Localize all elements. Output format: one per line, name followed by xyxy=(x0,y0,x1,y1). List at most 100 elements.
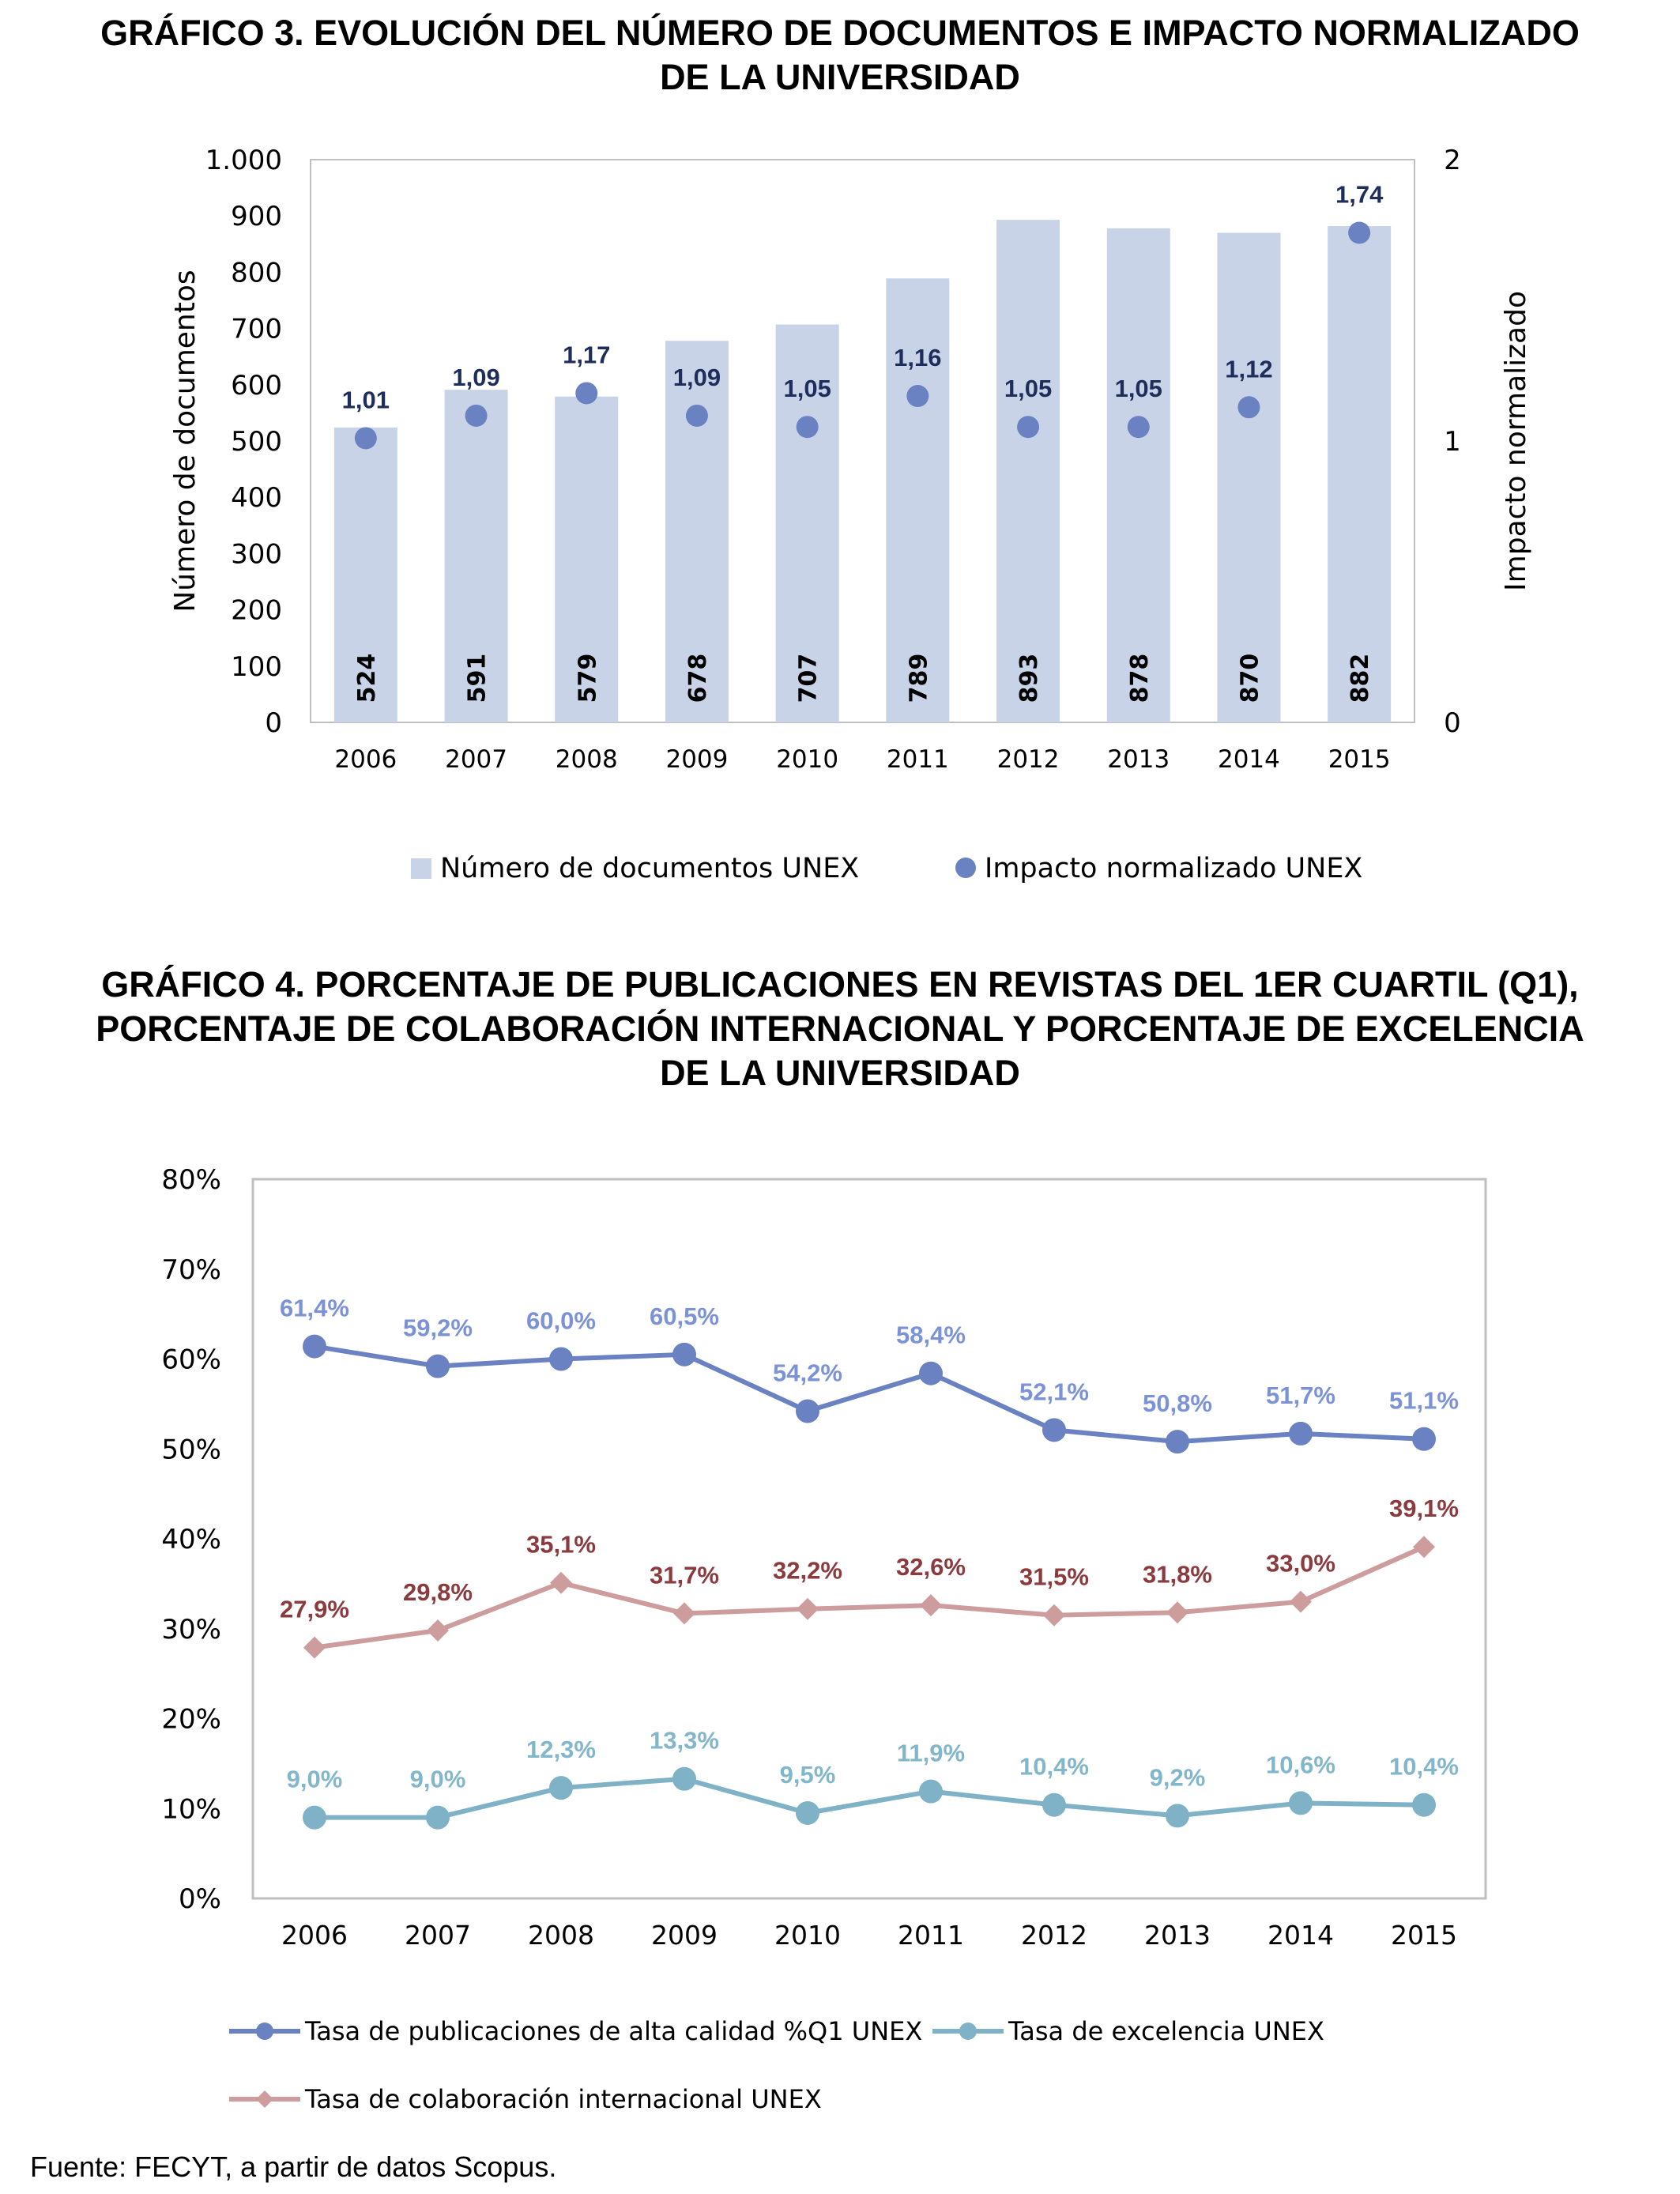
chart4-point-0 xyxy=(1412,1427,1436,1451)
chart4-y-tick-label: 80% xyxy=(161,1164,221,1196)
chart3-x-tick-label: 2015 xyxy=(1328,745,1391,774)
chart4-value-label-0: 60,5% xyxy=(650,1302,719,1330)
chart3-title-line2: DE LA UNIVERSIDAD xyxy=(660,57,1020,97)
chart3-x-tick-label: 2011 xyxy=(887,745,949,774)
chart3-impact-point xyxy=(1237,396,1260,419)
chart3-impact-value-label: 1,09 xyxy=(673,364,721,391)
chart3-y-tick-label: 400 xyxy=(231,482,282,514)
chart3-y-tick-label: 0 xyxy=(265,707,282,739)
chart3-impact-point xyxy=(354,427,377,450)
chart3-x-tick-label: 2009 xyxy=(665,745,728,774)
chart3-plot-frame xyxy=(310,159,1415,723)
chart3-bar xyxy=(333,427,397,722)
chart3-impact-value-label: 1,05 xyxy=(1004,375,1052,402)
chart4-plot-frame xyxy=(251,1178,1487,1900)
chart3-x-tick-label: 2010 xyxy=(776,745,838,774)
chart3-y-tick-label: 100 xyxy=(231,651,282,683)
chart3-impact-value-label: 1,74 xyxy=(1335,181,1384,209)
chart4-y-tick-label: 50% xyxy=(161,1434,221,1465)
chart3-y2-axis-label: Impacto normalizado xyxy=(1500,291,1532,591)
chart4-point-2 xyxy=(1413,1536,1435,1559)
chart3-x-tick-label: 2008 xyxy=(556,745,618,774)
chart4-x-tick-label: 2008 xyxy=(528,1920,594,1951)
chart4-value-label-2: 33,0% xyxy=(1266,1550,1335,1578)
chart4-legend-label: Tasa de excelencia UNEX xyxy=(1008,2016,1324,2046)
chart4-value-label-0: 52,1% xyxy=(1019,1378,1089,1405)
chart3-bar xyxy=(775,324,839,722)
chart4-title-line1: GRÁFICO 4. PORCENTAJE DE PUBLICACIONES E… xyxy=(101,964,1579,1005)
chart4-y-tick-label: 10% xyxy=(161,1793,221,1825)
chart4-y-tick-label: 70% xyxy=(161,1254,221,1286)
chart4-x-tick-label: 2007 xyxy=(405,1920,471,1951)
chart4-value-label-2: 31,5% xyxy=(1019,1563,1089,1591)
chart4-point-0 xyxy=(303,1334,326,1359)
chart3-bar-value-label: 789 xyxy=(905,654,932,703)
chart4-series-line-2 xyxy=(314,1544,1426,1650)
chart4-legend-marker xyxy=(959,2022,977,2040)
chart4-value-label-2: 39,1% xyxy=(1389,1495,1459,1522)
chart4-x-tick-label: 2014 xyxy=(1268,1920,1334,1951)
source-note: Fuente: FECYT, a partir de datos Scopus. xyxy=(30,2151,557,2183)
chart3-y-tick-label: 700 xyxy=(231,314,282,345)
chart4-legend-marker xyxy=(256,2022,273,2040)
chart4-point-2 xyxy=(673,1602,695,1625)
chart3-impact-value-label: 1,05 xyxy=(783,375,831,402)
chart4-series-line-1 xyxy=(315,1776,1425,1820)
chart4-x-tick-label: 2011 xyxy=(898,1920,964,1951)
chart4-y-tick-label: 60% xyxy=(161,1344,221,1376)
chart4-point-2 xyxy=(920,1594,942,1617)
chart4-point-2 xyxy=(303,1636,326,1659)
chart4-point-2 xyxy=(427,1619,449,1642)
chart4-value-label-2: 31,8% xyxy=(1143,1560,1212,1588)
chart4-x-tick-label: 2013 xyxy=(1144,1920,1211,1951)
chart4-x-tick-label: 2015 xyxy=(1391,1920,1457,1951)
chart3-y-tick-label: 200 xyxy=(231,595,282,627)
chart4-y-tick-label: 30% xyxy=(161,1614,221,1646)
chart4-plot: 0% 10% 20% 30% 40% 50% 60% 70% 80% 2006 2007 2008 20… xyxy=(161,1164,1487,2114)
chart4-point-1 xyxy=(303,1805,326,1830)
chart4-value-label-0: 59,2% xyxy=(403,1314,473,1342)
chart4-y-tick-label: 40% xyxy=(161,1524,221,1555)
chart4-point-2 xyxy=(1166,1601,1188,1624)
chart4-title-line3: DE LA UNIVERSIDAD xyxy=(660,1053,1020,1093)
chart3-x-tick-label: 2013 xyxy=(1107,745,1170,774)
chart4-value-label-0: 51,1% xyxy=(1389,1387,1459,1415)
chart3-title-line1: GRÁFICO 3. EVOLUCIÓN DEL NÚMERO DE DOCUM… xyxy=(100,13,1580,53)
chart3-impact-point xyxy=(465,404,488,427)
chart4-point-0 xyxy=(549,1347,573,1371)
chart3-bar-value-label: 678 xyxy=(684,654,712,703)
chart4-value-label-2: 29,8% xyxy=(403,1578,473,1606)
chart4-point-0 xyxy=(1042,1418,1066,1442)
chart3-y2-tick-label: 2 xyxy=(1444,145,1461,176)
chart4-value-label-1: 10,4% xyxy=(1389,1753,1459,1781)
chart4-y-tick-label: 20% xyxy=(161,1704,221,1736)
chart3-impact-point xyxy=(796,416,819,439)
chart4-y-tick-label: 0% xyxy=(179,1883,221,1915)
chart3-bar xyxy=(1328,226,1392,722)
chart4-legend-marker xyxy=(256,2090,273,2108)
chart3-y-tick-label: 800 xyxy=(231,257,282,288)
chart3-y-tick-label: 900 xyxy=(231,201,282,232)
chart3-bar xyxy=(1217,232,1281,722)
chart3-bar-value-label: 870 xyxy=(1236,654,1264,703)
chart4-value-label-1: 9,5% xyxy=(780,1761,836,1789)
chart3-impact-value-label: 1,17 xyxy=(563,341,610,368)
chart3-bar-value-label: 893 xyxy=(1015,654,1043,703)
chart3-plot: 0 100 200 300 400 500 600 700 800 900 1.000 0 1 2 Núme… xyxy=(169,145,1532,884)
chart3-impact-value-label: 1,01 xyxy=(342,386,390,413)
chart3-y2-tick-label: 1 xyxy=(1444,426,1461,458)
chart3-x-tick-label: 2014 xyxy=(1218,745,1280,774)
chart4-point-0 xyxy=(672,1342,696,1367)
chart3-y-axis-label: Número de documentos xyxy=(169,270,202,612)
chart4-point-1 xyxy=(1412,1793,1436,1817)
chart4-value-label-2: 32,2% xyxy=(773,1557,842,1585)
chart4-value-label-2: 35,1% xyxy=(526,1531,596,1559)
chart4-value-label-0: 50,8% xyxy=(1143,1389,1212,1417)
chart3-y-tick-label: 600 xyxy=(231,370,282,401)
chart4-x-tick-label: 2009 xyxy=(651,1920,718,1951)
chart4-series-line-0 xyxy=(314,1344,1425,1445)
chart4-point-1 xyxy=(672,1766,696,1791)
chart3-x-tick-label: 2006 xyxy=(334,745,397,774)
chart4-point-2 xyxy=(1043,1604,1065,1627)
